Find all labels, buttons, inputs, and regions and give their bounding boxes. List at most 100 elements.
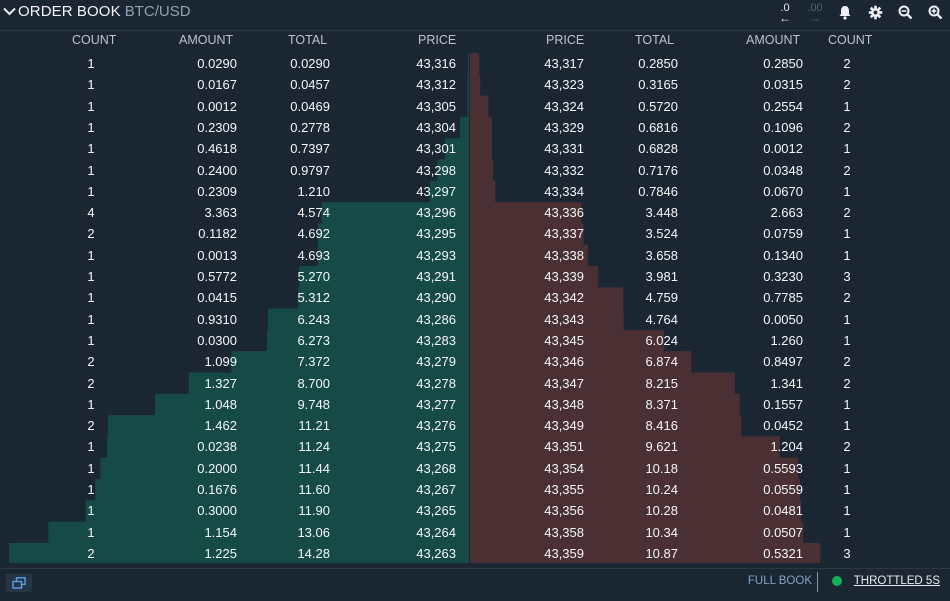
ask-price-header: PRICE <box>546 33 585 47</box>
chevron-down-icon[interactable] <box>0 0 18 22</box>
bid-total-cell: 14.28 <box>297 545 330 561</box>
bid-count-cell: 1 <box>87 332 95 348</box>
ask-depth-bar <box>470 393 740 416</box>
bid-price-cell: 43,312 <box>416 77 456 93</box>
order-row[interactable]: 1 0.0290 0.0290 43,316 43,317 0.2850 0.2850 2 <box>0 53 950 74</box>
bid-count-cell: 1 <box>87 77 95 93</box>
ask-depth-bar <box>470 542 821 563</box>
ask-price-cell: 43,346 <box>544 354 584 370</box>
bid-price-cell: 43,305 <box>416 98 456 114</box>
panel-title[interactable]: ORDER BOOK <box>18 2 121 20</box>
order-row[interactable]: 1 0.0013 4.693 43,293 43,338 3.658 0.1340 1 <box>0 245 950 266</box>
zoom-in-icon[interactable] <box>920 0 950 24</box>
bid-total-header: TOTAL <box>288 33 328 47</box>
order-row[interactable]: 1 0.2400 0.9797 43,298 43,332 0.7176 0.0348 2 <box>0 160 950 181</box>
order-row[interactable]: 2 1.099 7.372 43,279 43,346 6.874 0.8497 2 <box>0 351 950 372</box>
bid-count-cell: 1 <box>87 269 95 284</box>
bid-total-cell: 11.24 <box>298 439 330 455</box>
order-row[interactable]: 1 1.154 13.06 43,264 43,358 10.34 0.0507 1 <box>0 522 950 543</box>
order-row[interactable]: 2 1.225 14.28 43,263 43,359 10.87 0.5321 3 <box>0 543 950 564</box>
ask-count-cell: 2 <box>843 439 851 455</box>
order-row[interactable]: 1 0.3000 11.90 43,265 43,356 10.28 0.0481 1 <box>0 500 950 521</box>
decrease-precision-button[interactable]: .0 ← <box>770 0 800 25</box>
bid-count-cell: 1 <box>87 311 95 327</box>
bid-amount-cell: 0.2000 <box>197 460 237 476</box>
bid-count-cell: 1 <box>87 482 95 497</box>
ask-amount-header: AMOUNT <box>746 33 801 47</box>
arrow-left-icon: ← <box>779 11 791 25</box>
bid-amount-cell: 1.099 <box>204 354 237 370</box>
order-row[interactable]: 1 0.2309 0.2778 43,304 43,329 0.6816 0.1096 2 <box>0 117 950 138</box>
ask-total-cell: 10.18 <box>645 460 678 476</box>
ask-amount-cell: 0.0050 <box>763 311 803 327</box>
bid-count-cell: 1 <box>87 247 95 263</box>
bid-count-cell: 1 <box>87 119 95 135</box>
ask-amount-cell: 2.663 <box>770 205 803 221</box>
bid-amount-cell: 0.0238 <box>197 439 237 455</box>
order-row[interactable]: 4 3.363 4.574 43,296 43,336 3.448 2.663 2 <box>0 202 950 223</box>
gear-icon[interactable] <box>860 0 890 24</box>
bid-amount-cell: 1.048 <box>204 396 237 412</box>
decrease-precision-label: .0 <box>780 2 790 14</box>
bid-depth-bar <box>231 351 469 373</box>
bid-total-cell: 0.0457 <box>290 77 330 93</box>
order-row[interactable]: 1 0.5772 5.270 43,291 43,339 3.981 0.3230 3 <box>0 266 950 287</box>
bid-depth-bar <box>107 415 470 437</box>
order-row[interactable]: 1 0.4618 0.7397 43,301 43,331 0.6828 0.0012 1 <box>0 138 950 159</box>
ask-amount-cell: 0.0315 <box>763 77 803 93</box>
bid-price-cell: 43,268 <box>416 460 456 476</box>
bid-depth-bar <box>467 95 469 118</box>
ask-price-cell: 43,342 <box>544 290 584 306</box>
bid-total-cell: 6.243 <box>297 311 330 327</box>
ask-depth-bar <box>470 500 802 523</box>
order-row[interactable]: 1 0.0415 5.312 43,290 43,342 4.759 0.7785 2 <box>0 287 950 308</box>
order-row[interactable]: 2 1.462 11.21 43,276 43,349 8.416 0.0452 1 <box>0 415 950 436</box>
ask-count-cell: 1 <box>843 183 851 199</box>
bid-amount-cell: 0.2309 <box>197 183 237 199</box>
ask-price-cell: 43,317 <box>544 56 584 71</box>
order-row[interactable]: 2 0.1182 4.692 43,295 43,337 3.524 0.0759 1 <box>0 223 950 244</box>
bid-price-cell: 43,276 <box>416 418 456 434</box>
ask-count-cell: 1 <box>843 396 851 412</box>
ask-depth-bar <box>470 116 492 139</box>
order-row[interactable]: 1 0.9310 6.243 43,286 43,343 4.764 0.0050 1 <box>0 309 950 330</box>
throttle-toggle[interactable]: THROTTLED 5S <box>853 575 940 587</box>
bid-price-cell: 43,275 <box>416 439 456 455</box>
ask-price-cell: 43,351 <box>544 439 584 455</box>
order-row[interactable]: 2 1.327 8.700 43,278 43,347 8.215 1.341 2 <box>0 373 950 394</box>
bid-total-cell: 0.9797 <box>290 162 330 178</box>
ask-amount-cell: 0.1096 <box>763 119 803 135</box>
order-row[interactable]: 1 0.0012 0.0469 43,305 43,324 0.5720 0.2554 1 <box>0 96 950 117</box>
order-row[interactable]: 1 0.2309 1.210 43,297 43,334 0.7846 0.0670 1 <box>0 181 950 202</box>
bid-total-cell: 4.693 <box>297 247 330 263</box>
toolbar: .0 ← .00 → <box>770 0 950 24</box>
ask-price-cell: 43,324 <box>544 98 584 114</box>
order-row[interactable]: 1 0.0167 0.0457 43,312 43,323 0.3165 0.0315 2 <box>0 74 950 95</box>
ask-depth-bar <box>470 223 584 246</box>
bid-depth-bar <box>188 372 469 395</box>
increase-precision-button[interactable]: .00 → <box>800 0 830 25</box>
bid-depth-bar <box>460 116 469 139</box>
order-row[interactable]: 1 0.2000 11.44 43,268 43,354 10.18 0.5593 1 <box>0 458 950 479</box>
ask-price-cell: 43,336 <box>544 205 584 221</box>
order-row[interactable]: 1 0.0238 11.24 43,275 43,351 9.621 1.204 2 <box>0 436 950 457</box>
bid-price-cell: 43,304 <box>416 119 456 135</box>
zoom-out-icon[interactable] <box>890 0 920 24</box>
order-row[interactable]: 1 1.048 9.748 43,277 43,348 8.371 0.1557 1 <box>0 394 950 415</box>
bid-amount-cell: 0.3000 <box>197 503 237 519</box>
ask-price-cell: 43,354 <box>544 460 584 476</box>
order-row[interactable]: 1 0.1676 11.60 43,267 43,355 10.24 0.0559 1 <box>0 479 950 500</box>
ask-total-cell: 10.87 <box>645 545 678 561</box>
popout-icon[interactable] <box>6 574 32 592</box>
ask-depth-bar <box>470 308 624 331</box>
bid-amount-cell: 1.327 <box>204 375 237 391</box>
order-row[interactable]: 1 0.0300 6.273 43,283 43,345 6.024 1.260 1 <box>0 330 950 351</box>
ask-count-cell: 2 <box>843 119 851 135</box>
ask-amount-cell: 0.2554 <box>763 98 803 114</box>
full-book-link[interactable]: FULL BOOK <box>747 575 812 587</box>
bid-amount-cell: 0.9310 <box>197 311 237 327</box>
ask-amount-cell: 0.1340 <box>763 247 803 263</box>
bid-amount-cell: 0.2400 <box>197 162 237 178</box>
ask-amount-cell: 0.0507 <box>763 524 803 540</box>
bell-icon[interactable] <box>830 0 860 24</box>
